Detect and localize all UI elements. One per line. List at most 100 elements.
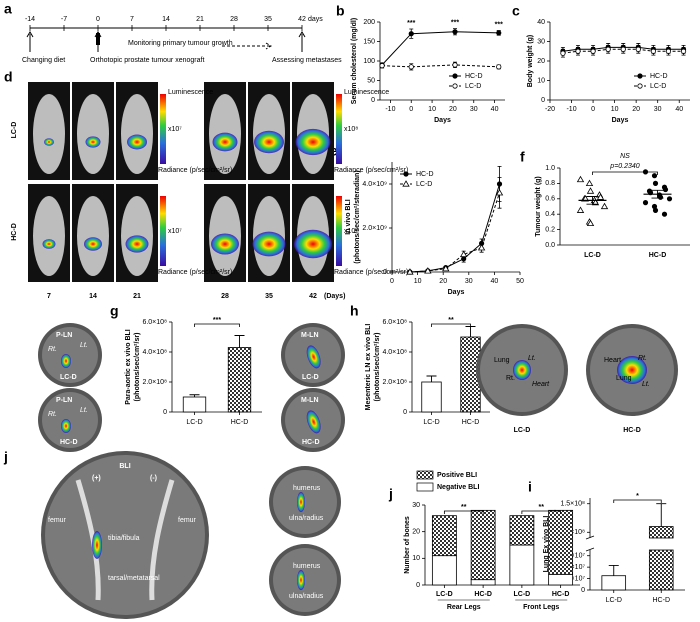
bli-signal — [297, 492, 305, 512]
y-tick-label: 200 — [363, 19, 375, 26]
significance: * — [636, 493, 639, 500]
group-label: LC-D — [302, 374, 319, 381]
day-label: 28 — [221, 293, 229, 300]
x-tick-label: LC-D — [186, 419, 202, 426]
bli-signal — [61, 354, 71, 368]
y-axis-label: Number of bones — [404, 516, 411, 574]
axis-break — [586, 538, 689, 550]
side-label: Rt. — [48, 346, 57, 353]
group-label: Front Legs — [523, 604, 559, 611]
bli-signal — [85, 136, 101, 148]
y-tick-label: 1.5×10⁸ — [560, 501, 585, 508]
side-label: Lt. — [80, 407, 88, 414]
marker — [652, 207, 659, 213]
y-tick-label: 6.0×10⁷ — [561, 553, 586, 560]
x-tick-label: 0 — [591, 106, 595, 113]
x-axis-label: Days — [448, 289, 465, 296]
y-axis-label: Para-aortic ex vivo BLI — [125, 329, 132, 405]
significance: *** — [213, 317, 221, 324]
bli-signal — [92, 531, 102, 559]
day-label: 21 — [133, 293, 141, 300]
marker — [600, 202, 609, 210]
x-tick-label: LC-D — [423, 419, 439, 426]
bone-label: tarsal/metatarsal — [108, 575, 160, 582]
marker — [657, 194, 664, 200]
y-tick-label: 0 — [383, 269, 387, 276]
y-tick-label: 20 — [537, 58, 545, 65]
y-tick-label: 4.0×10⁸ — [142, 349, 167, 356]
colorbar-scale: x10⁷ — [168, 228, 182, 235]
marker — [590, 48, 596, 54]
bone-label: humerus — [293, 485, 321, 492]
y-axis-label: Tumour weight (g) — [535, 176, 542, 237]
bar — [648, 549, 674, 591]
day-label: 35 — [265, 293, 273, 300]
marker — [581, 194, 590, 202]
marker — [576, 175, 585, 183]
bone-label: femur — [178, 517, 197, 524]
mouse-body — [77, 196, 109, 276]
panel-letter: h — [350, 303, 359, 319]
panel-letter: d — [4, 69, 13, 85]
bli-signal — [125, 235, 149, 253]
bone-label: femur — [48, 517, 67, 524]
bli-signal — [84, 237, 102, 251]
bli-signal — [295, 128, 331, 156]
row-label: LC-D — [11, 122, 18, 139]
error-bar — [234, 335, 245, 348]
x-axis-label: Days — [434, 117, 451, 124]
event-label: Orthotopic prostate tumour xenograft — [90, 57, 204, 64]
group-label: LC-D — [514, 427, 531, 434]
bar-segment — [548, 573, 574, 586]
day-label: 14 — [89, 293, 97, 300]
error-bar — [189, 394, 200, 397]
error-bar — [465, 326, 476, 337]
legend-marker — [637, 73, 643, 79]
monitoring-label: Monitoring primary tumour growth — [128, 40, 233, 47]
marker — [642, 200, 649, 206]
panel-letter: i — [528, 479, 532, 495]
colorbar-unit: Radiance (p/sec/cm²/sr) — [334, 167, 408, 174]
colorbar-scale: x10⁷ — [168, 126, 182, 133]
colorbar-unit: Radiance (p/sec/cm²/sr) — [158, 167, 232, 174]
legend-swatch — [416, 482, 434, 492]
significance-bracket — [194, 323, 240, 327]
marker — [591, 198, 600, 206]
marker — [586, 187, 595, 194]
y-tick-label: 0 — [416, 582, 420, 589]
y-tick-label: 2.0×10⁹ — [362, 225, 387, 232]
tissue-label: P-LN — [56, 332, 72, 339]
significance-bracket — [613, 499, 662, 503]
organ-label: Lung — [494, 357, 510, 364]
y-tick-label: 1.0 — [545, 165, 555, 172]
x-tick-label: 20 — [439, 278, 447, 285]
bar-segment — [470, 579, 496, 586]
day-label: 7 — [47, 293, 51, 300]
bli-signal — [42, 239, 56, 249]
y-tick-label: 0.4 — [545, 211, 555, 218]
group-label: HC-D — [623, 427, 641, 434]
x-tick-label: LC-D — [514, 591, 531, 598]
group-label: HC-D — [302, 439, 320, 446]
marker — [560, 50, 566, 56]
bli-signal — [252, 231, 286, 257]
x-tick-label: 40 — [491, 278, 499, 285]
day-unit: (Days) — [324, 293, 345, 300]
y-tick-label: 20 — [412, 529, 420, 536]
event-arrow — [26, 31, 34, 52]
mouse-body — [33, 94, 65, 174]
y-tick-label: 6.0×10⁸ — [382, 319, 407, 326]
event-arrow — [298, 31, 306, 52]
series-line — [382, 64, 499, 68]
x-tick-label: 20 — [449, 106, 457, 113]
x-tick-label: 30 — [465, 278, 473, 285]
y-tick-label: 30 — [537, 38, 545, 45]
panel-letter: c — [512, 3, 520, 19]
timeline-unit: days — [308, 16, 323, 23]
legend-marker — [452, 73, 458, 79]
marker — [496, 64, 502, 70]
bli-signal — [212, 132, 238, 152]
y-axis-label: In vivo BLI — [345, 199, 352, 234]
y-tick-label: 4.0×10⁷ — [561, 564, 586, 571]
significance: ** — [539, 504, 545, 511]
